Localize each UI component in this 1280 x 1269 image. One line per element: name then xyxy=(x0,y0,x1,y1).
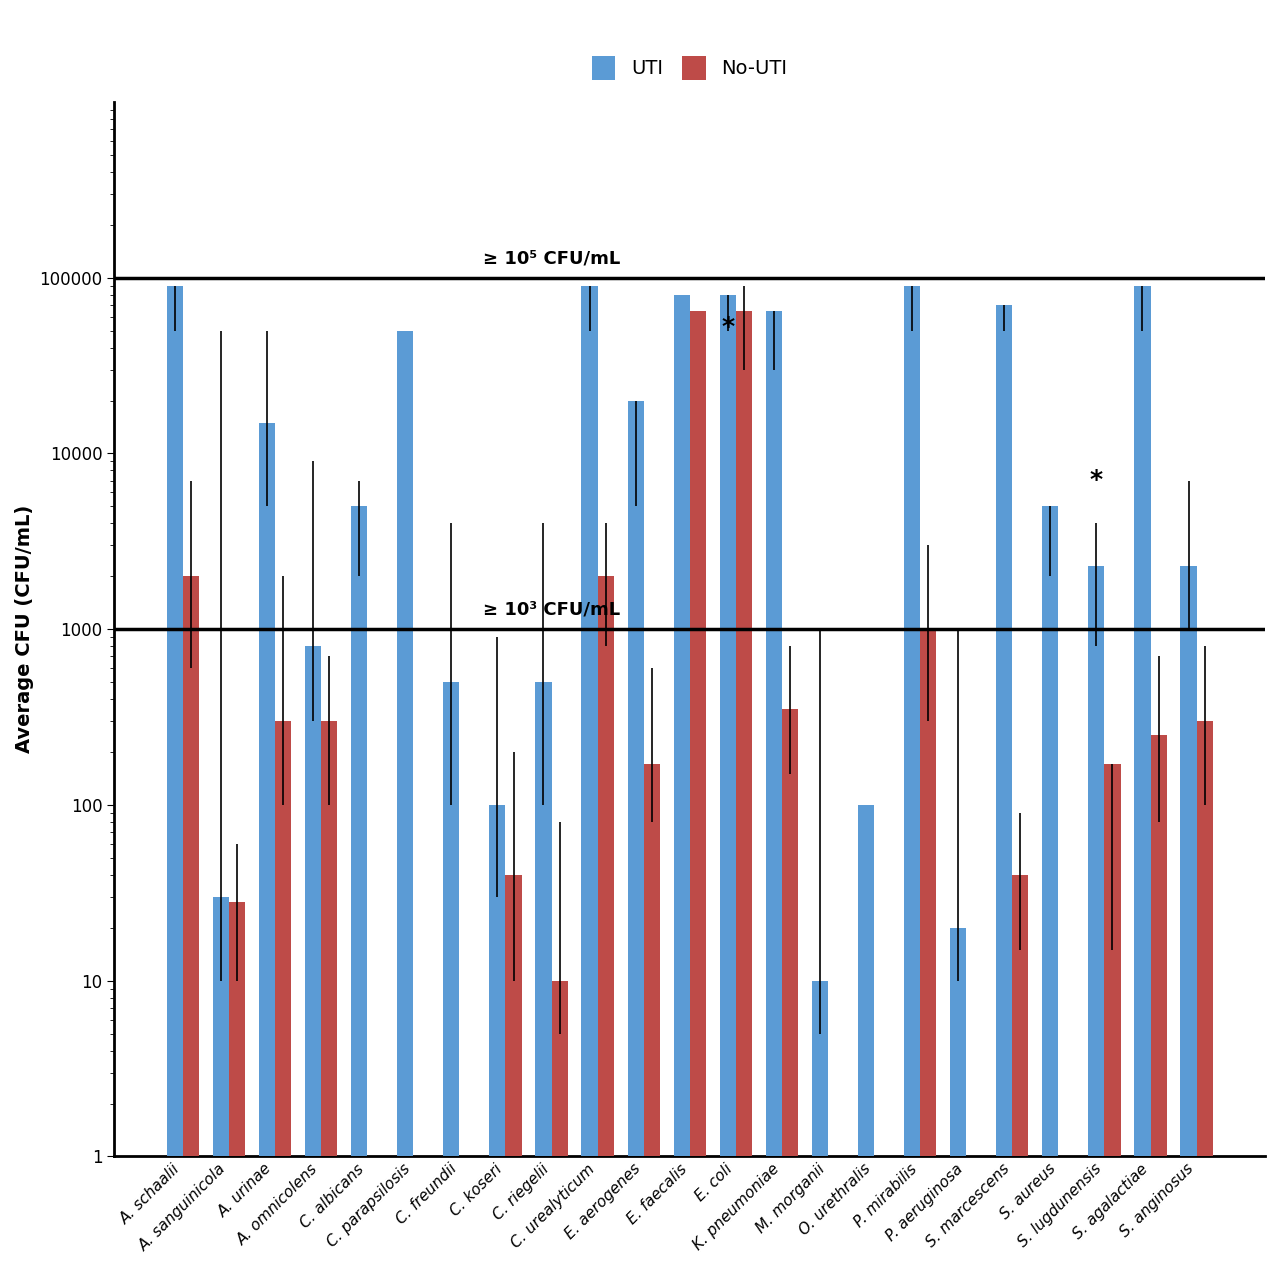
Bar xyxy=(212,897,229,1269)
Bar xyxy=(581,286,598,1269)
Bar xyxy=(765,311,782,1269)
Bar xyxy=(305,646,321,1269)
Bar xyxy=(1105,764,1120,1269)
Bar xyxy=(644,764,659,1269)
Bar xyxy=(858,805,874,1269)
Text: ≥ 10⁵ CFU/mL: ≥ 10⁵ CFU/mL xyxy=(483,249,621,266)
Bar xyxy=(489,805,506,1269)
Bar xyxy=(552,981,567,1269)
Bar xyxy=(690,311,705,1269)
Bar xyxy=(1134,286,1151,1269)
Bar xyxy=(736,311,751,1269)
Text: ≥ 10³ CFU/mL: ≥ 10³ CFU/mL xyxy=(483,600,621,618)
Text: *: * xyxy=(1089,468,1103,492)
Text: *: * xyxy=(721,315,735,339)
Bar xyxy=(351,506,367,1269)
Bar xyxy=(782,709,797,1269)
Y-axis label: Average CFU (CFU/mL): Average CFU (CFU/mL) xyxy=(15,505,35,754)
Bar xyxy=(1180,566,1197,1269)
Bar xyxy=(275,721,291,1269)
Bar xyxy=(535,683,552,1269)
Bar xyxy=(719,294,736,1269)
Bar xyxy=(950,928,966,1269)
Legend: UTI, No-UTI: UTI, No-UTI xyxy=(585,48,795,88)
Bar xyxy=(920,629,936,1269)
Bar xyxy=(506,874,521,1269)
Bar xyxy=(1197,721,1212,1269)
Bar xyxy=(1042,506,1059,1269)
Bar xyxy=(321,721,337,1269)
Bar xyxy=(229,902,244,1269)
Bar xyxy=(673,294,690,1269)
Bar xyxy=(627,401,644,1269)
Bar xyxy=(996,305,1012,1269)
Bar xyxy=(397,331,413,1269)
Bar xyxy=(904,286,920,1269)
Bar xyxy=(183,576,198,1269)
Bar xyxy=(598,576,613,1269)
Bar xyxy=(1088,566,1105,1269)
Bar xyxy=(1151,735,1166,1269)
Bar xyxy=(443,683,460,1269)
Bar xyxy=(812,981,828,1269)
Bar xyxy=(259,423,275,1269)
Bar xyxy=(1012,874,1028,1269)
Bar xyxy=(166,286,183,1269)
